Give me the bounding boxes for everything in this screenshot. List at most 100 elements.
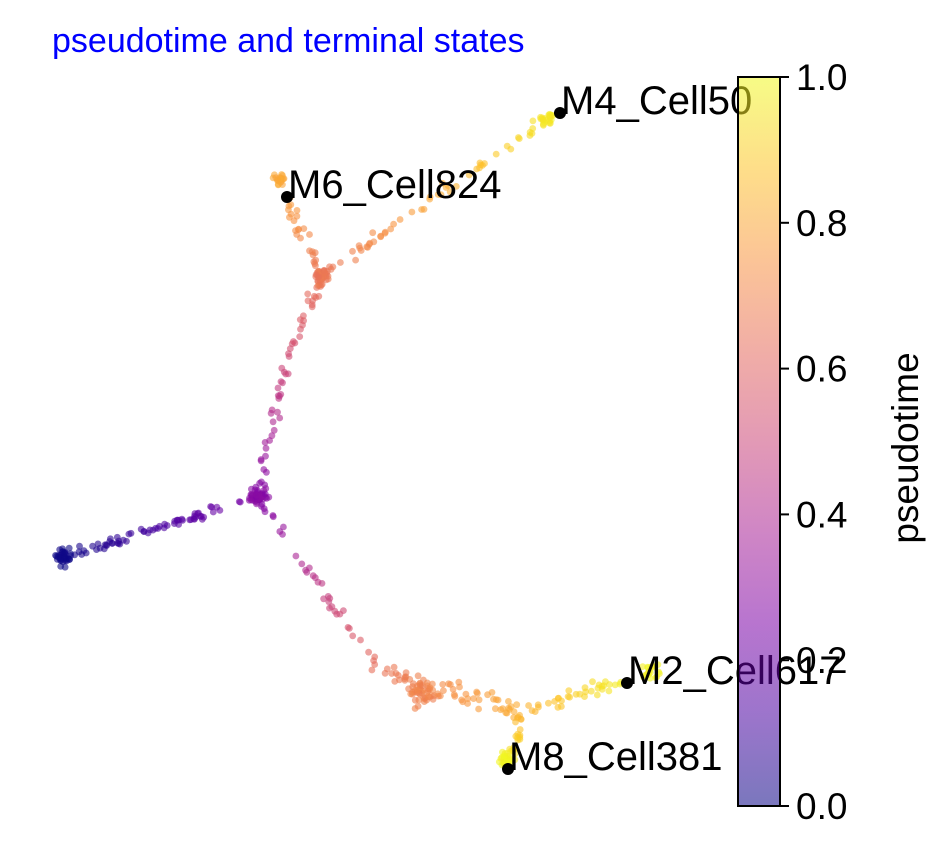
cell-point (252, 483, 260, 491)
cell-point (106, 538, 114, 545)
cell-point (370, 657, 377, 664)
cell-point (331, 607, 339, 615)
cell-point (137, 525, 145, 533)
cell-point (149, 526, 157, 534)
colorbar: 0.0 0.2 0.4 0.6 0.8 1.0 pseudotime (737, 57, 926, 827)
cell-point (261, 439, 269, 446)
cell-point (565, 687, 573, 694)
colorbar-tick-label: 0.6 (796, 349, 847, 390)
cell-point (494, 696, 502, 704)
colorbar-label: pseudotime (885, 352, 926, 543)
terminal-point (281, 191, 293, 203)
cell-point (123, 537, 130, 545)
cell-point (278, 364, 286, 372)
cell-point (426, 193, 434, 201)
cell-point (525, 702, 532, 709)
cell-point (576, 690, 584, 698)
cell-point (337, 259, 344, 266)
cell-point (439, 681, 447, 688)
cell-point (292, 552, 300, 560)
cell-point (344, 624, 352, 631)
cell-point (589, 678, 596, 686)
cell-point (355, 242, 363, 250)
cell-point (644, 663, 651, 671)
cell-point (276, 392, 283, 400)
cell-point (558, 697, 565, 705)
cell-point (207, 503, 215, 510)
cell-point (390, 663, 398, 671)
cell-point (507, 145, 515, 153)
cell-point (414, 672, 422, 680)
cell-point (423, 679, 431, 687)
colorbar-ticks: 0.0 0.2 0.4 0.6 0.8 1.0 (780, 57, 847, 827)
cell-point (349, 632, 357, 640)
cell-point (429, 696, 437, 703)
cell-point (274, 384, 282, 392)
cell-point (642, 671, 649, 679)
cell-point (67, 550, 74, 557)
cell-point (306, 247, 313, 255)
cell-point (446, 188, 454, 196)
cell-point (261, 490, 269, 498)
cell-point (290, 217, 298, 225)
cell-point (268, 432, 276, 440)
cell-point (274, 176, 281, 184)
cell-point (388, 670, 396, 677)
colorbar-tick-label: 0.8 (796, 203, 847, 244)
cell-point (434, 690, 442, 698)
cell-point (61, 563, 69, 571)
colorbar-tick-label: 1.0 (796, 57, 847, 98)
colorbar-tick-label: 0.4 (796, 494, 847, 535)
cell-point (516, 726, 524, 733)
cell-point (476, 159, 484, 167)
cell-point (302, 566, 309, 574)
cell-point (260, 505, 268, 512)
cell-point (383, 665, 391, 673)
cell-point (336, 610, 344, 618)
cell-point (492, 705, 499, 713)
cell-point (440, 687, 447, 694)
cell-point (270, 426, 278, 434)
cell-point (156, 522, 163, 530)
cell-point (396, 216, 404, 223)
cell-point (475, 696, 483, 704)
cell-point (175, 516, 183, 524)
cell-point (216, 507, 224, 514)
cell-point (279, 379, 286, 387)
cell-point (418, 206, 425, 213)
cell-point (455, 678, 463, 686)
cell-point (300, 225, 308, 233)
cell-point (408, 208, 416, 216)
cell-point (394, 672, 402, 679)
cell-point (253, 492, 261, 499)
cell-point (437, 191, 445, 199)
terminal-point (554, 107, 566, 119)
cell-point (306, 231, 313, 238)
cell-point (125, 530, 133, 538)
cell-point (514, 714, 521, 722)
terminal-point (621, 677, 633, 689)
cell-point (511, 750, 519, 758)
cell-point (311, 574, 319, 582)
terminal-label: M4_Cell50 (561, 79, 752, 123)
cell-point (326, 595, 334, 602)
cell-points (52, 110, 663, 771)
cell-point (315, 273, 322, 281)
cell-point (269, 512, 277, 519)
cell-point (304, 297, 312, 305)
cell-point (296, 316, 304, 323)
cell-point (248, 491, 256, 498)
cell-point (414, 702, 422, 710)
cell-point (439, 179, 446, 187)
cell-point (66, 555, 73, 563)
cell-point (297, 234, 304, 242)
cell-point (581, 684, 589, 692)
cell-point (558, 703, 565, 710)
cell-point (365, 648, 372, 656)
cell-point (368, 666, 376, 674)
cell-point (269, 418, 277, 426)
cell-point (312, 294, 320, 301)
cell-point (326, 263, 333, 271)
cell-point (274, 408, 281, 416)
